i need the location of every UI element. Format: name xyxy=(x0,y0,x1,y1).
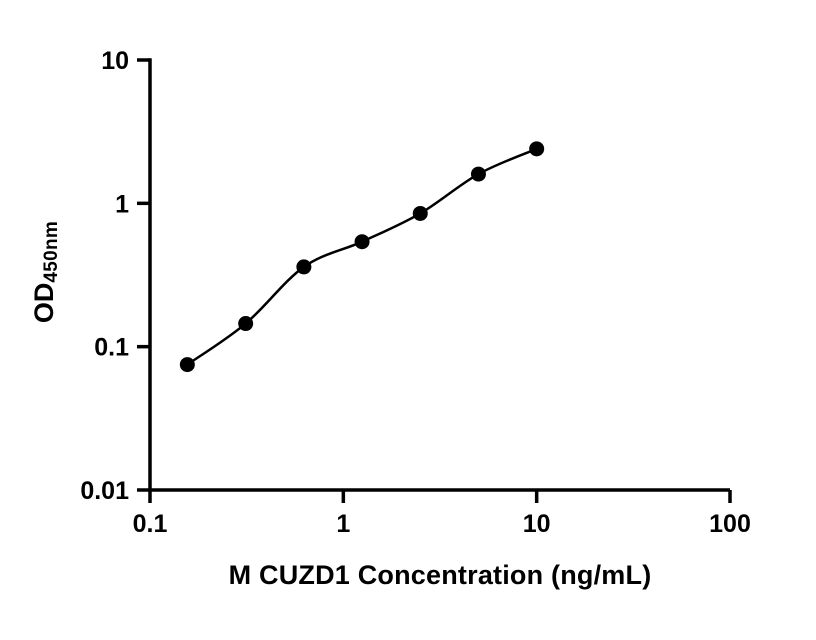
data-point xyxy=(296,259,312,275)
y-tick-label: 0.1 xyxy=(94,334,129,362)
data-point xyxy=(179,357,195,373)
x-axis-title: M CUZD1 Concentration (ng/mL) xyxy=(228,560,652,590)
x-tick-label: 100 xyxy=(709,510,751,538)
fit-curve xyxy=(186,147,538,366)
x-tick-label: 0.1 xyxy=(133,510,168,538)
y-tick-label: 1 xyxy=(115,190,129,218)
y-axis-title: OD450nm xyxy=(29,122,63,422)
x-tick-label: 1 xyxy=(336,510,350,538)
data-point xyxy=(354,234,370,250)
y-tick-label: 10 xyxy=(101,47,129,75)
data-point xyxy=(238,316,254,332)
data-point xyxy=(529,141,545,157)
y-axis-title-base: OD xyxy=(29,282,59,324)
y-tick-label: 0.01 xyxy=(80,477,129,505)
data-point xyxy=(470,166,486,182)
y-axis-title-subscript: 450nm xyxy=(41,220,62,283)
data-point xyxy=(412,205,428,221)
x-tick-label: 10 xyxy=(523,510,551,538)
